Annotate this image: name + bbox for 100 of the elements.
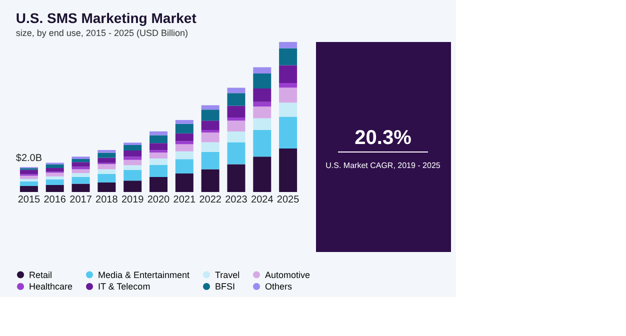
bar [72, 177, 90, 184]
bar [150, 150, 168, 153]
bar [253, 67, 272, 74]
bar [46, 164, 64, 168]
bar [175, 151, 194, 160]
bar [201, 142, 220, 152]
bar [279, 48, 298, 66]
bar [72, 169, 90, 174]
bar [98, 182, 116, 192]
bar [201, 132, 220, 142]
bar [150, 152, 168, 159]
bar [98, 150, 116, 153]
bar [175, 120, 194, 124]
bar [20, 176, 38, 179]
bar [98, 164, 116, 170]
bar [124, 165, 142, 170]
legend-label: Media & Entertainment [98, 270, 190, 280]
bar [201, 110, 220, 121]
legend-label: IT & Telecom [98, 282, 150, 292]
bar [20, 170, 38, 174]
legend-label: Automotive [265, 270, 310, 280]
bar [72, 184, 90, 192]
bar [124, 142, 142, 146]
text: U.S. Market CAGR, 2019 - 2025 [326, 161, 441, 170]
bar [201, 169, 220, 192]
chart-subtitle: size, by end use, 2015 - 2025 (USD Billion) [16, 28, 188, 38]
x-tick-label: 2024 [251, 194, 274, 206]
bar [253, 130, 272, 157]
bar [253, 88, 272, 102]
x-tick-label: 2022 [199, 194, 222, 206]
x-tick-label: 2015 [18, 194, 41, 206]
bar [124, 150, 142, 157]
bar [227, 120, 246, 132]
bar [279, 88, 298, 103]
legend-label: Healthcare [29, 282, 73, 292]
bar [46, 184, 64, 192]
bar [150, 131, 168, 136]
x-tick-label: 2020 [147, 194, 170, 206]
x-tick-label: 2018 [96, 194, 118, 206]
bar [124, 156, 142, 160]
legend-label: Travel [215, 270, 240, 280]
bar [253, 118, 272, 130]
bar [175, 159, 194, 174]
x-tick-label: 2025 [276, 194, 300, 206]
legend-label: Retail [29, 270, 52, 280]
bar [227, 142, 246, 164]
bar [227, 106, 246, 118]
bar [72, 173, 90, 177]
bar [98, 169, 116, 174]
x-tick-label: 2023 [225, 194, 248, 206]
bar [150, 158, 168, 165]
bar [20, 181, 38, 186]
bar [253, 106, 272, 118]
bar [150, 143, 168, 150]
bar [175, 124, 194, 134]
annotation: $2.0B [16, 153, 42, 164]
bar [150, 164, 168, 177]
bar [46, 180, 64, 185]
bar [98, 174, 116, 183]
bar [124, 180, 142, 192]
bar [150, 135, 168, 144]
bar [124, 160, 142, 166]
bar [201, 152, 220, 170]
bar [20, 186, 38, 192]
legend-label: BFSI [215, 282, 236, 292]
bar [124, 145, 142, 150]
bar [253, 102, 272, 106]
bar [175, 174, 194, 192]
bar [124, 170, 142, 181]
bar [46, 176, 64, 180]
x-tick-label: 2017 [70, 194, 92, 206]
text: 20.3% [354, 127, 412, 149]
x-tick-label: 2021 [173, 194, 196, 206]
legend-label: Others [265, 282, 293, 292]
bar [227, 132, 246, 142]
bar [201, 105, 220, 110]
bar [72, 159, 90, 162]
bar [279, 116, 298, 148]
bar [175, 144, 194, 152]
x-tick-label: 2016 [44, 194, 66, 206]
bar [98, 158, 116, 163]
bar [279, 65, 298, 83]
bar [253, 156, 272, 192]
chart-title: U.S. SMS Marketing Market [16, 10, 197, 26]
bar [227, 88, 246, 94]
bar [98, 152, 116, 158]
bar [227, 164, 246, 192]
bar [175, 141, 194, 144]
bar [46, 172, 64, 176]
bar [279, 42, 298, 48]
bar [279, 82, 298, 88]
bar [279, 102, 298, 117]
bar [175, 133, 194, 142]
bar [150, 177, 168, 192]
bar [279, 148, 298, 192]
x-tick-label: 2019 [121, 194, 144, 206]
bar [201, 120, 220, 130]
bar [46, 168, 64, 172]
bar [253, 74, 272, 88]
bar [227, 117, 246, 121]
